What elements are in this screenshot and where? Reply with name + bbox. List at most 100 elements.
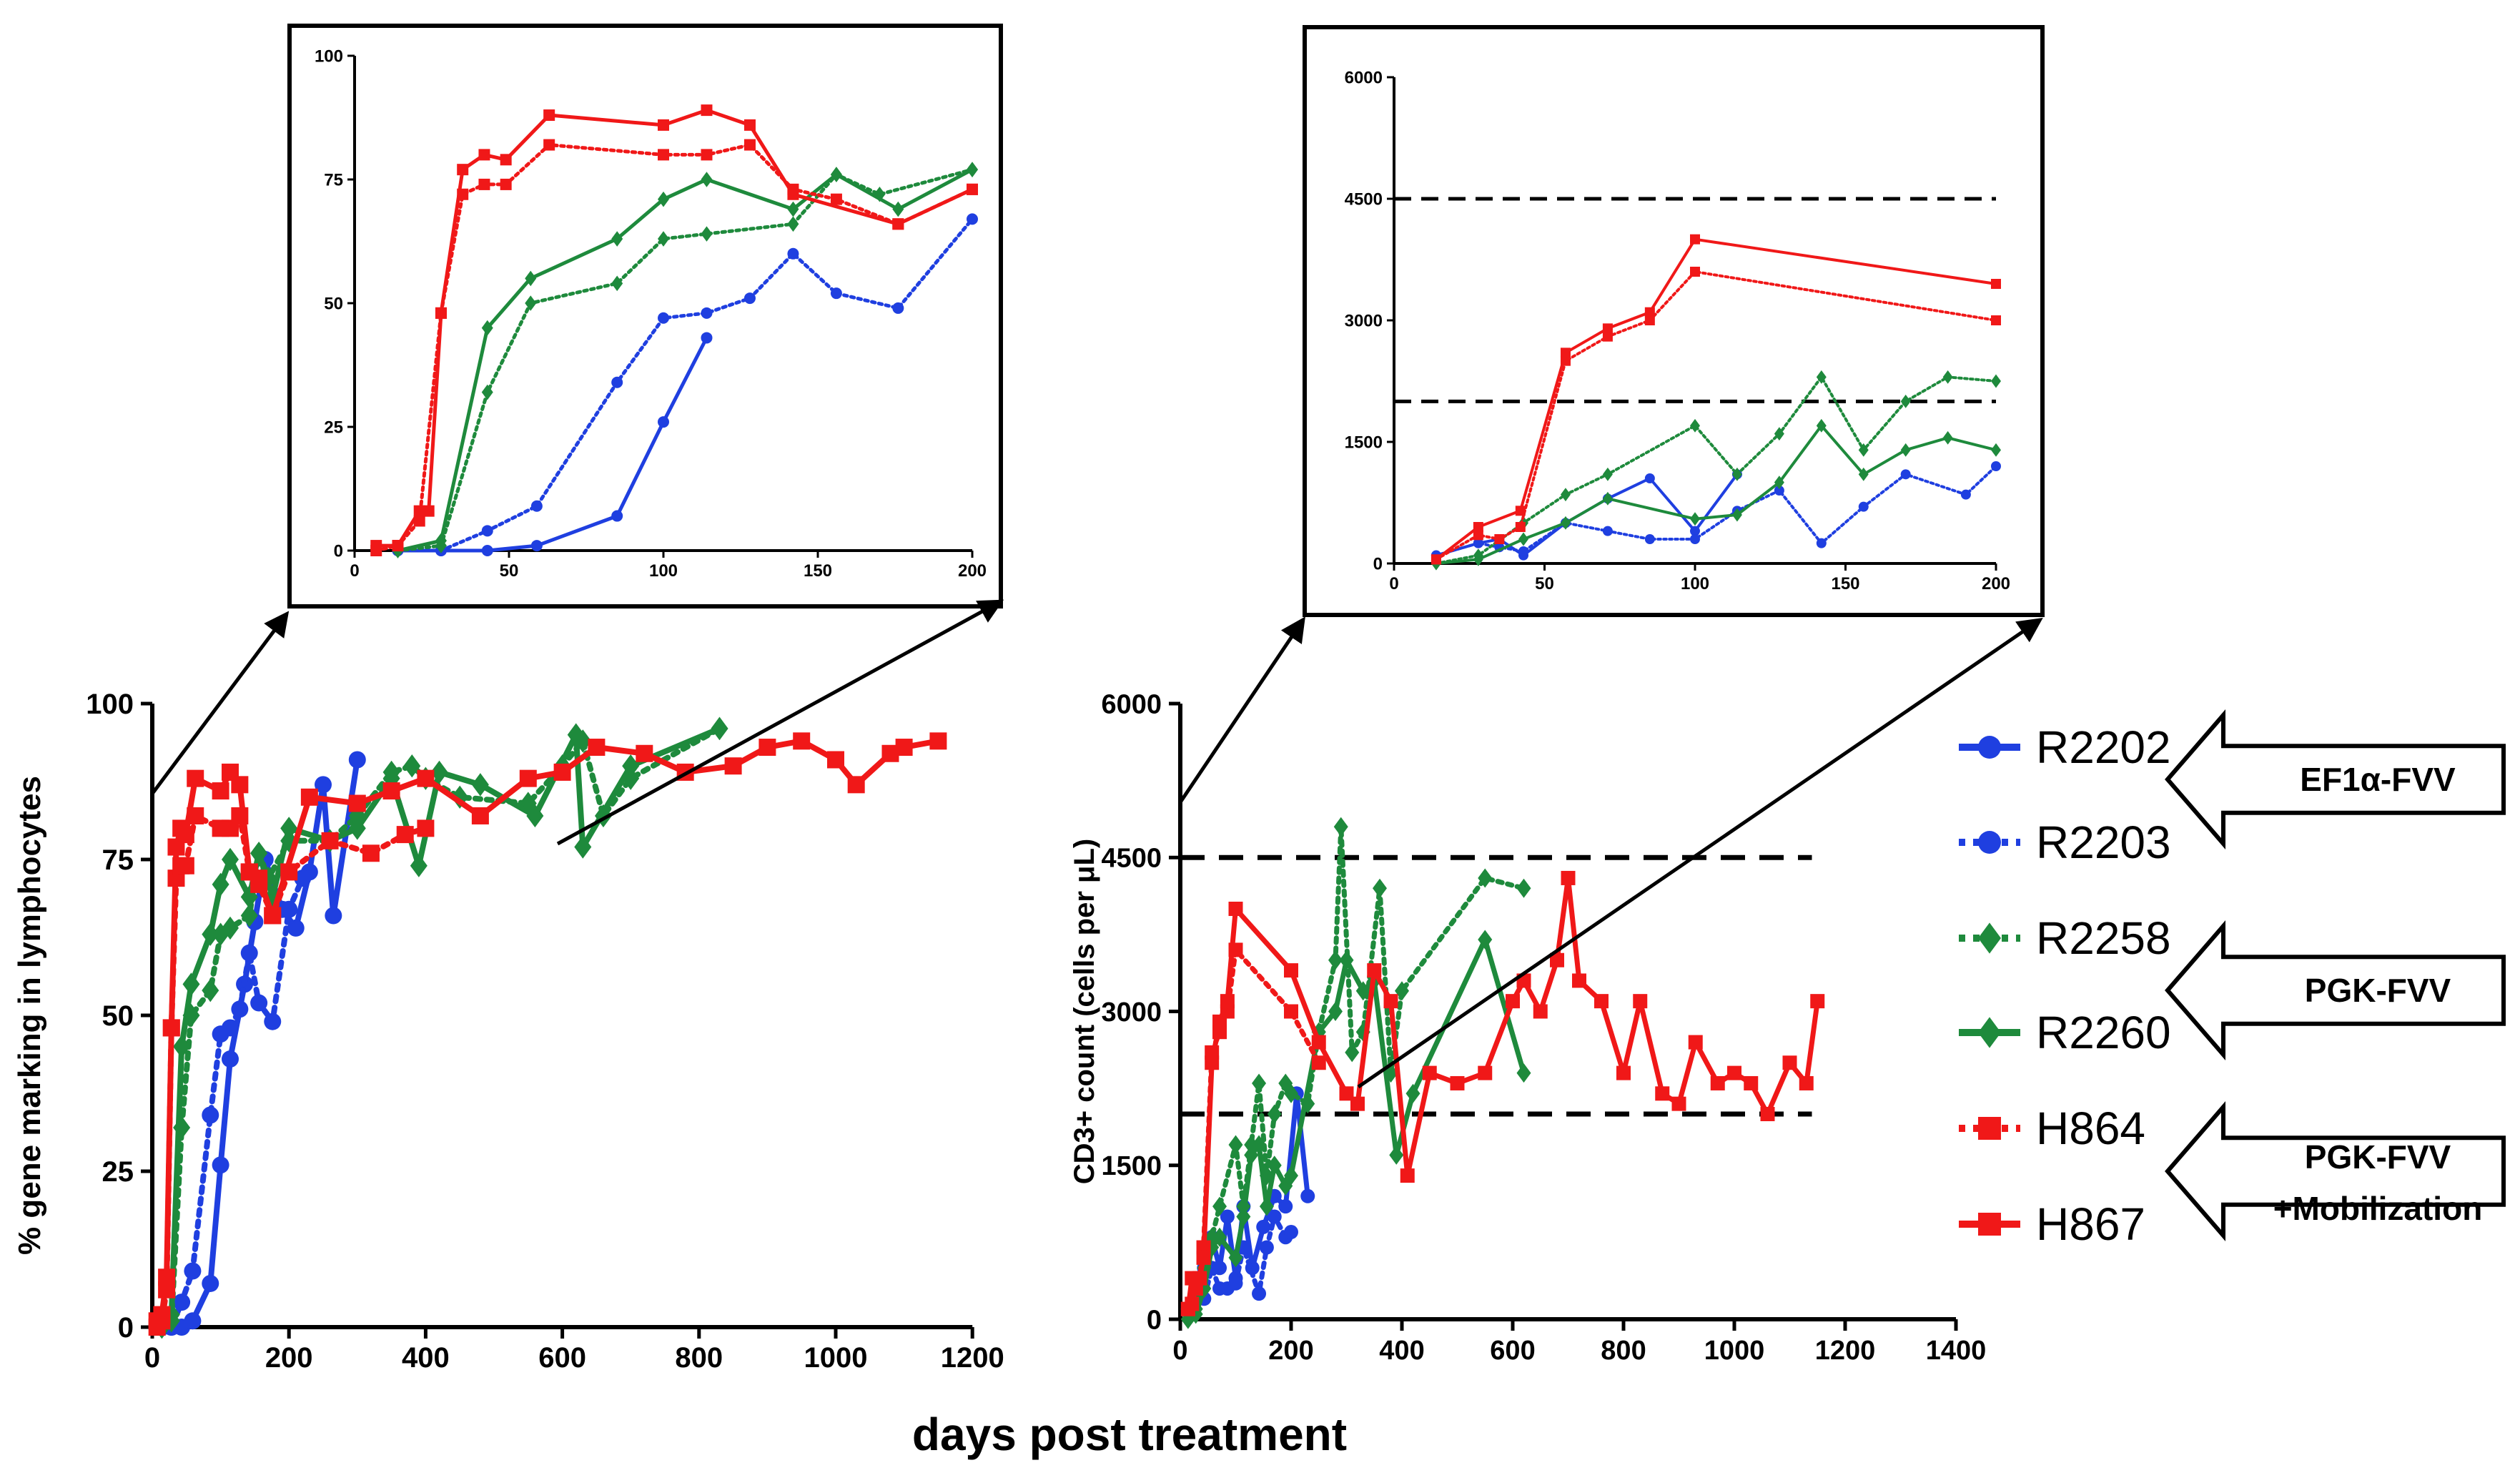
data-point-R2258: [787, 216, 799, 232]
legend-item-R2202: R2202: [1959, 721, 2171, 773]
data-point-H867: [1196, 1250, 1211, 1265]
y-tick-label: 1500: [1345, 433, 1383, 452]
data-point-H867: [1550, 952, 1564, 967]
data-point-R2260: [1339, 950, 1354, 970]
data-point-H867: [658, 119, 669, 131]
data-point-H864: [1284, 1004, 1298, 1019]
legend-marker: [1978, 831, 2001, 854]
x-tick-label: 600: [538, 1342, 586, 1374]
data-point-R2258: [212, 922, 229, 946]
data-point-R2260: [410, 854, 428, 877]
data-point-H867: [250, 869, 268, 887]
data-point-R2203: [1858, 501, 1869, 512]
data-point-H867: [382, 782, 400, 800]
data-point-R2260: [173, 1035, 191, 1058]
series-line-H867: [154, 738, 942, 1324]
data-point-R2258: [1690, 418, 1700, 433]
data-point-H867: [1671, 1096, 1686, 1111]
data-point-H867: [300, 788, 318, 806]
data-point-H864: [1473, 530, 1483, 541]
data-point-H867: [1633, 994, 1648, 1009]
data-point-H864: [478, 178, 490, 190]
series-R2260: [392, 162, 978, 558]
legend-item-R2260: R2260: [1959, 1007, 2171, 1058]
data-point-R2258: [1731, 467, 1742, 481]
group-arrow-pgk-mobilization: PGK-FVV +Mobilization: [2165, 1100, 2506, 1242]
data-point-R2260: [1244, 1145, 1259, 1165]
data-point-R2258: [1284, 1083, 1298, 1103]
data-point-R2203: [1774, 486, 1784, 496]
group-arrow-shape: [2165, 1100, 2506, 1242]
data-point-R2203: [1900, 469, 1911, 480]
data-point-H867: [1350, 1096, 1365, 1111]
data-point-H864: [321, 832, 339, 849]
data-point-R2260: [567, 723, 585, 747]
y-tick-label: 50: [102, 1000, 134, 1032]
data-point-R2260: [1328, 1002, 1343, 1021]
data-point-H867: [1212, 1014, 1227, 1029]
data-point-H867: [1727, 1065, 1741, 1080]
left-inset-chart: 0 50 100 150 200 0 25 50 75 100: [287, 24, 1003, 609]
data-point-R2203: [280, 900, 298, 918]
data-point-R2260: [221, 847, 239, 872]
data-point-R2202: [1256, 1219, 1271, 1234]
data-point-R2203: [787, 247, 799, 260]
data-point-H867: [264, 907, 282, 925]
data-point-H867: [1561, 870, 1576, 885]
data-point-H867: [793, 732, 811, 750]
legend-marker: [1978, 922, 2001, 954]
data-point-R2260: [1236, 1207, 1251, 1226]
data-point-R2260: [430, 760, 448, 784]
data-point-R2202: [481, 545, 493, 556]
data-point-R2203: [1518, 546, 1529, 556]
data-point-R2260: [202, 922, 219, 946]
data-point-R2258: [1478, 868, 1493, 888]
data-point-H864: [1690, 267, 1700, 277]
data-point-R2260: [435, 533, 447, 548]
data-point-R2203: [892, 302, 904, 314]
data-point-R2203: [202, 1106, 219, 1124]
data-point-R2202: [1220, 1209, 1235, 1224]
y-axis-label: CD3+ count (cells per μL): [1069, 839, 1100, 1184]
data-point-R2202: [1300, 1188, 1315, 1203]
data-point-H867: [212, 782, 229, 800]
data-point-R2258: [1252, 1073, 1267, 1093]
data-point-H864: [362, 844, 380, 862]
group-arrow-shape: [2165, 709, 2506, 850]
data-point-R2203: [231, 1000, 249, 1018]
right-main-chart: 0 200 400 600 800 1000 1200 1400 0 1500 3000 4500 60…: [1069, 689, 1986, 1366]
legend-item-R2258: R2258: [1959, 912, 2171, 964]
x-tick-label: 50: [500, 561, 519, 581]
data-point-R2202: [325, 907, 342, 925]
data-point-R2202: [1644, 473, 1655, 483]
data-point-R2258: [1942, 370, 1953, 384]
data-point-R2260: [1212, 1227, 1227, 1247]
data-point-R2260: [1473, 552, 1483, 566]
data-point-H864: [543, 139, 555, 151]
data-point-R2258: [1900, 394, 1911, 408]
data-point-R2203: [1473, 538, 1483, 548]
series-H867: [1431, 234, 2001, 565]
data-point-R2260: [711, 716, 728, 741]
data-point-H867: [1602, 323, 1613, 334]
x-tick-label: 1000: [804, 1342, 868, 1374]
data-point-R2258: [1560, 488, 1571, 502]
data-point-R2203: [481, 525, 493, 537]
data-point-R2258: [1345, 1043, 1360, 1063]
data-point-H867: [413, 505, 425, 517]
data-point-R2258: [1774, 427, 1784, 441]
data-point-R2203: [1690, 534, 1700, 544]
data-point-R2258: [1212, 1196, 1227, 1216]
data-point-R2258: [1328, 950, 1343, 970]
data-point-H867: [1782, 1055, 1797, 1070]
data-point-H867: [724, 757, 742, 775]
x-tick-label: 150: [804, 561, 832, 581]
data-point-H867: [827, 751, 844, 769]
data-point-H867: [153, 1306, 171, 1324]
data-point-H867: [1594, 994, 1609, 1009]
data-point-H864: [500, 178, 512, 190]
legend-label: R2260: [2036, 1007, 2171, 1058]
data-point-R2258: [1858, 443, 1869, 457]
data-point-R2260: [1355, 981, 1370, 1001]
